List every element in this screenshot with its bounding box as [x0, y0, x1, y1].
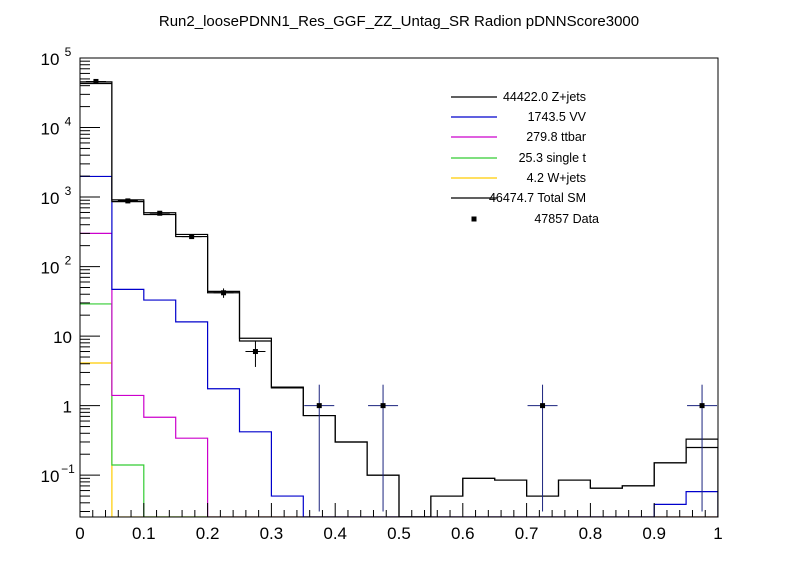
- legend-label: 46474.7 Total SM: [489, 191, 586, 205]
- data-point: [304, 384, 335, 512]
- legend: 44422.0 Z+jets 1743.5 VV 279.8 ttbar 25.3 s…: [451, 90, 599, 226]
- x-tick-label: 0.4: [323, 524, 347, 543]
- legend-entry-total-sm: 46474.7 Total SM: [451, 191, 586, 205]
- series-line-total-sm: [80, 81, 718, 517]
- y-tick-label: 10 4: [41, 115, 72, 139]
- y-tick-base: 10: [41, 467, 60, 486]
- legend-label: 44422.0 Z+jets: [503, 90, 586, 104]
- plot-area: [80, 78, 718, 517]
- y-tick-base: 10: [41, 189, 60, 208]
- y-tick-exponent: 3: [65, 184, 72, 198]
- data-point: [181, 234, 202, 240]
- data-marker: [189, 234, 195, 240]
- plot-frame: [79, 57, 719, 518]
- legend-label: 4.2 W+jets: [527, 171, 586, 185]
- data-marker: [221, 290, 227, 296]
- data-marker: [540, 403, 546, 409]
- data-marker: [93, 78, 99, 84]
- y-tick-base: 10: [53, 328, 72, 347]
- legend-entry-data: 47857 Data: [471, 212, 599, 226]
- legend-entry-single-t: 25.3 single t: [451, 151, 587, 165]
- data-marker: [125, 198, 131, 204]
- legend-entry-ttbar: 279.8 ttbar: [451, 130, 586, 144]
- plot-contents: [80, 81, 718, 517]
- legend-entry-vv: 1743.5 VV: [451, 110, 587, 124]
- legend-entry-z-jets: 44422.0 Z+jets: [451, 90, 586, 104]
- y-tick-label: 10: [53, 328, 72, 347]
- y-tick-exponent: −1: [61, 462, 75, 476]
- legend-marker: [471, 216, 477, 222]
- legend-label: 1743.5 VV: [528, 110, 587, 124]
- data-point: [149, 210, 170, 216]
- y-tick-label: 10 5: [41, 45, 72, 69]
- y-tick-base: 10: [41, 120, 60, 139]
- data-marker: [157, 210, 163, 216]
- series-line-ttbar: [80, 232, 718, 517]
- legend-entry-w-jets: 4.2 W+jets: [451, 171, 586, 185]
- x-tick-label: 1: [713, 524, 722, 543]
- x-tick-label: 0.2: [196, 524, 220, 543]
- data-marker: [252, 349, 258, 355]
- x-tick-label: 0.3: [260, 524, 284, 543]
- y-tick-exponent: 4: [65, 115, 72, 129]
- y-tick-label: 10 3: [41, 184, 72, 208]
- data-point: [85, 78, 106, 84]
- data-point: [117, 198, 138, 204]
- y-tick-base: 10: [41, 50, 60, 69]
- x-tick-label: 0.8: [579, 524, 603, 543]
- legend-label: 279.8 ttbar: [526, 130, 586, 144]
- legend-label: 47857 Data: [534, 212, 599, 226]
- data-point: [527, 384, 558, 512]
- x-tick-label: 0.7: [515, 524, 539, 543]
- x-tick-label: 0: [75, 524, 84, 543]
- y-tick-label: 1: [63, 398, 72, 417]
- x-tick-label: 0.6: [451, 524, 475, 543]
- x-tick-label: 0.5: [387, 524, 411, 543]
- y-tick-exponent: 2: [65, 254, 72, 268]
- series-line-single-t: [80, 303, 718, 517]
- series-line-vv: [80, 175, 718, 517]
- y-tick-base: 10: [41, 259, 60, 278]
- y-tick-label: 10 −1: [41, 462, 76, 486]
- y-tick-label: 10 2: [41, 254, 72, 278]
- data-marker: [699, 403, 705, 409]
- legend-label: 25.3 single t: [519, 151, 587, 165]
- chart-title: Run2_loosePDNN1_Res_GGF_ZZ_Untag_SR Radi…: [159, 13, 639, 30]
- x-tick-label: 0.1: [132, 524, 156, 543]
- data-point: [368, 384, 399, 512]
- y-tick-base: 1: [63, 398, 72, 417]
- data-point: [687, 384, 718, 512]
- x-tick-label: 0.9: [642, 524, 666, 543]
- data-point: [245, 341, 266, 367]
- data-point: [213, 288, 234, 298]
- y-tick-exponent: 5: [65, 45, 72, 59]
- data-marker: [380, 403, 386, 409]
- data-marker: [316, 403, 322, 409]
